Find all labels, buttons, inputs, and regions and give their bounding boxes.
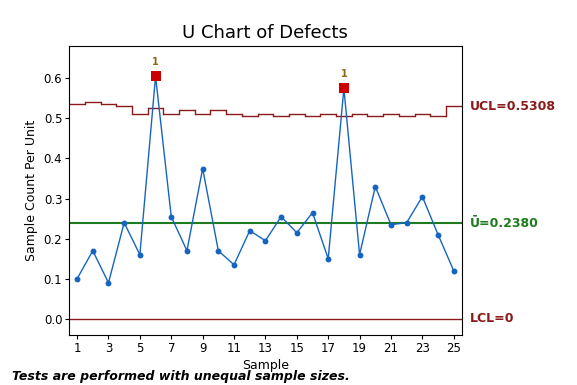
Point — [370, 184, 380, 190]
Text: 1: 1 — [152, 57, 159, 67]
Point — [213, 248, 223, 254]
Point — [88, 248, 98, 254]
Point — [339, 85, 349, 91]
Point — [151, 73, 160, 79]
Point — [73, 276, 82, 282]
Point — [151, 73, 160, 79]
Point — [245, 228, 254, 234]
Point — [230, 262, 239, 268]
Point — [167, 214, 176, 220]
Point — [418, 194, 427, 200]
Text: 1: 1 — [340, 69, 347, 79]
Point — [355, 252, 364, 258]
Point — [402, 219, 411, 226]
Y-axis label: Sample Count Per Unit: Sample Count Per Unit — [25, 120, 38, 261]
X-axis label: Sample: Sample — [242, 359, 289, 372]
Point — [387, 222, 396, 228]
Point — [104, 280, 113, 286]
Point — [135, 252, 144, 258]
Point — [276, 214, 286, 220]
Point — [324, 256, 333, 262]
Text: LCL=0: LCL=0 — [470, 312, 515, 325]
Point — [449, 268, 458, 274]
Point — [198, 166, 207, 172]
Point — [308, 209, 317, 216]
Text: UCL=0.5308: UCL=0.5308 — [470, 100, 556, 112]
Title: U Chart of Defects: U Chart of Defects — [182, 24, 349, 42]
Point — [182, 248, 192, 254]
Point — [292, 229, 301, 236]
Text: Tests are performed with unequal sample sizes.: Tests are performed with unequal sample … — [12, 370, 349, 383]
Point — [119, 219, 129, 226]
Point — [433, 232, 443, 238]
Text: Ū=0.2380: Ū=0.2380 — [470, 217, 539, 230]
Point — [339, 85, 349, 91]
Point — [261, 238, 270, 244]
